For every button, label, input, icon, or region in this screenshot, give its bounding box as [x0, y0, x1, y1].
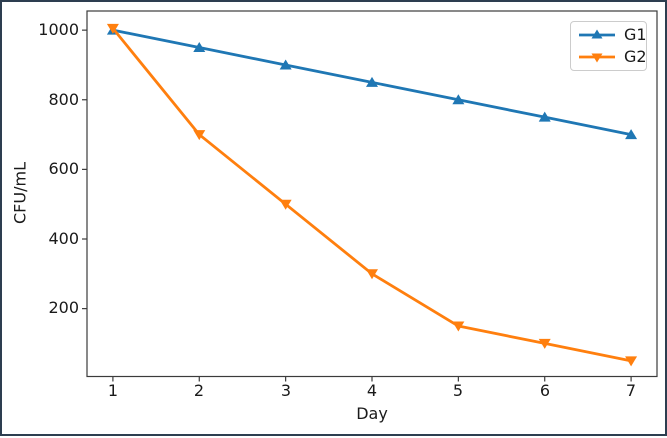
x-tick-label-1: 1 — [107, 381, 119, 400]
legend: G1 G2 — [570, 21, 647, 71]
y-axis-label: CFU/mL — [10, 162, 30, 224]
legend-label-g2: G2 — [624, 47, 647, 66]
x-tick-label-3: 3 — [280, 381, 292, 400]
x-axis-label: Day — [356, 404, 388, 423]
legend-g1-line-marker-icon — [579, 29, 615, 39]
legend-g2-line-marker-icon — [579, 53, 615, 63]
y-tick-label-200: 200 — [48, 298, 79, 317]
legend-item-g1: G1 — [571, 25, 647, 44]
legend-item-g2: G2 — [571, 47, 647, 66]
y-tick-label-400: 400 — [48, 229, 79, 248]
y-tick-label-1000: 1000 — [38, 20, 79, 39]
x-tick-label-5: 5 — [452, 381, 464, 400]
x-tick-label-7: 7 — [625, 381, 637, 400]
x-tick-label-4: 4 — [366, 381, 378, 400]
x-tick-label-2: 2 — [193, 381, 205, 400]
y-tick-label-600: 600 — [48, 159, 79, 178]
legend-label-g1: G1 — [624, 25, 647, 44]
y-tick-label-800: 800 — [48, 90, 79, 109]
x-tick-label-6: 6 — [539, 381, 551, 400]
